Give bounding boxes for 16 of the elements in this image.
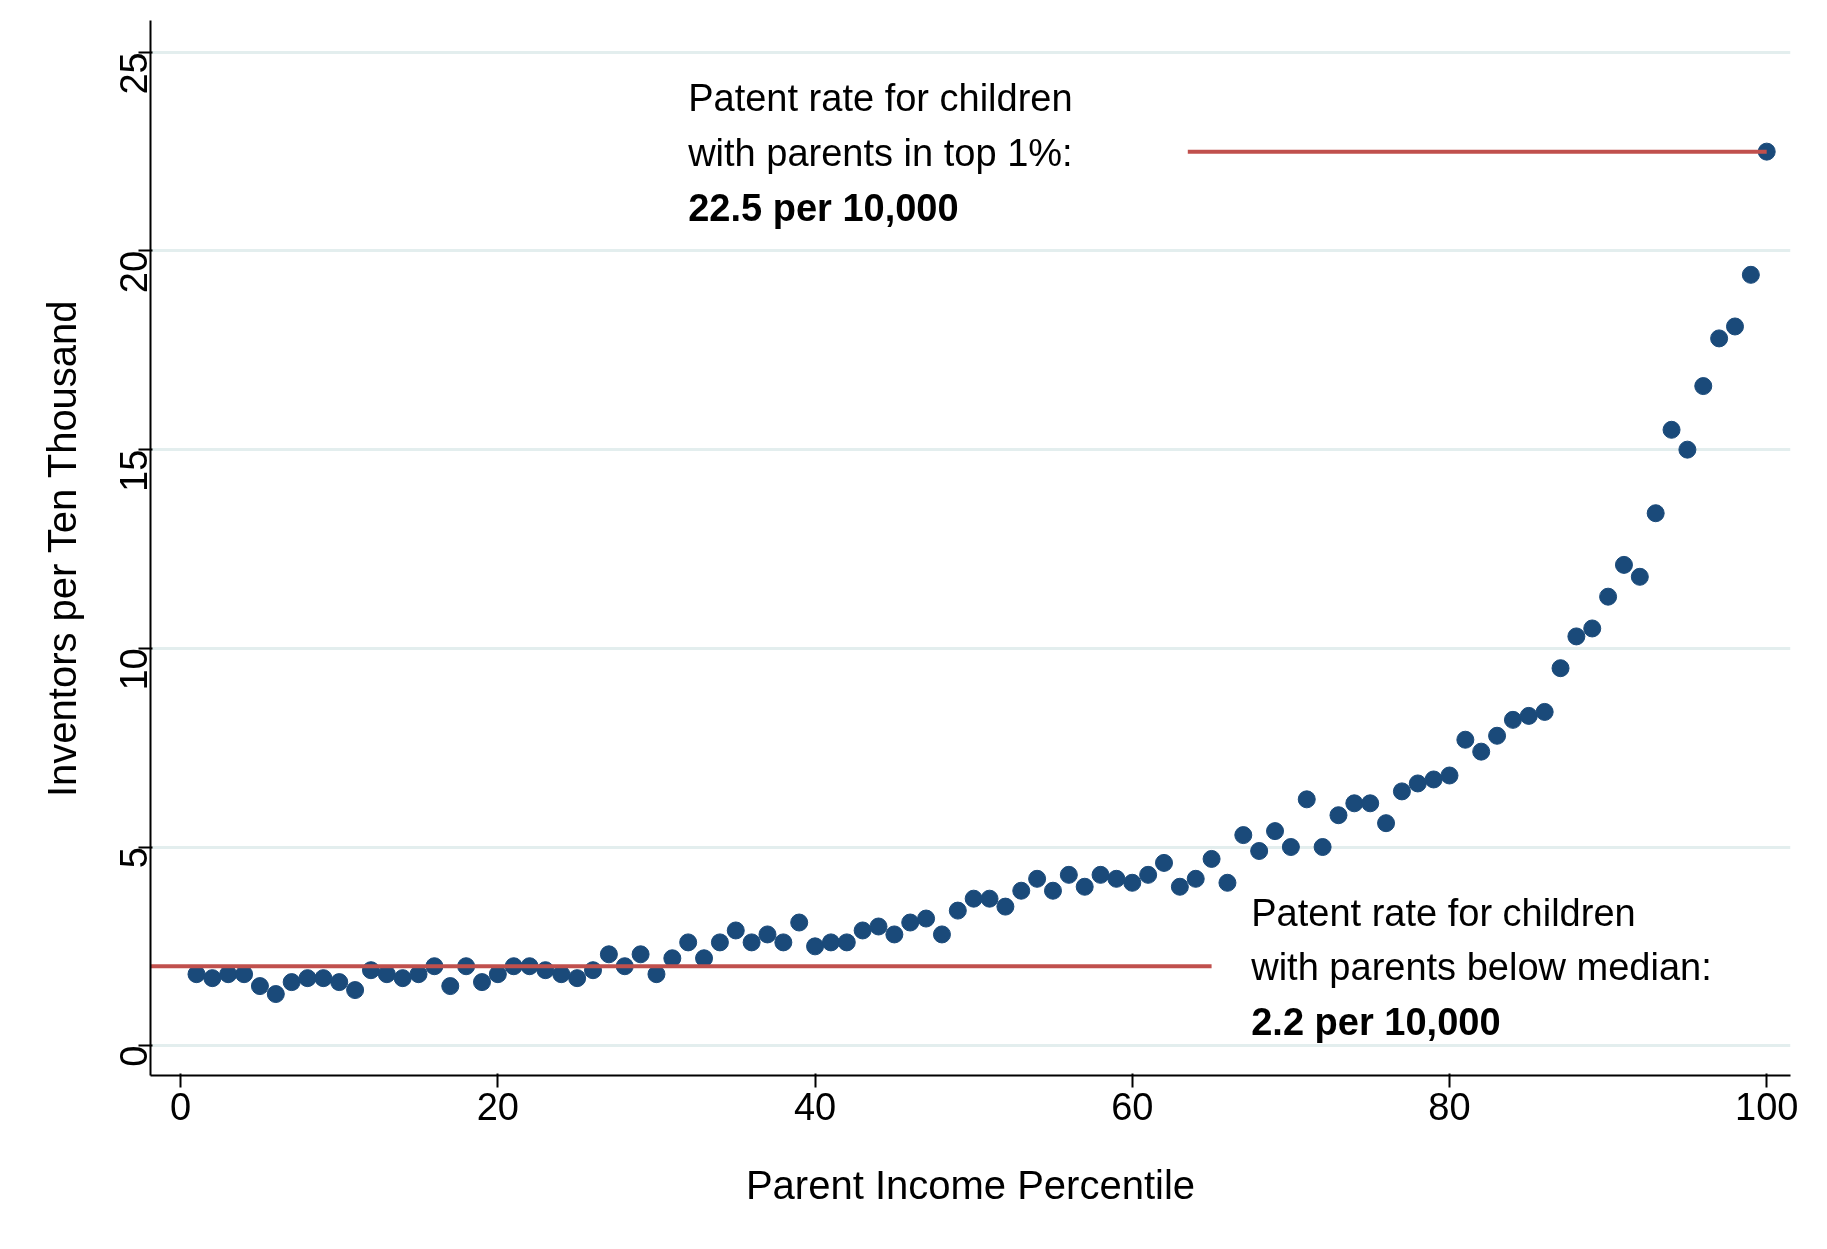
y-tick-label: 15 (113, 449, 155, 492)
y-tick-label: 25 (113, 52, 155, 95)
annotation: Patent rate for children with parents in top 1%: 22.5 per 10,000 (687, 76, 1073, 229)
x-tick-label: 0 (170, 1085, 192, 1128)
y-tick-label: 5 (113, 847, 155, 869)
x-tick-label: 100 (1735, 1085, 1799, 1128)
x-tick-label: 60 (1111, 1085, 1154, 1128)
y-axis-title: Inventors per Ten Thousand (39, 300, 84, 798)
annotation: Patent rate for children with parents below median: 2.2 per 10,000 (1250, 891, 1712, 1044)
x-tick-label: 80 (1428, 1085, 1471, 1128)
y-tick-label: 10 (113, 648, 155, 691)
x-tick-label: 20 (476, 1085, 519, 1128)
y-tick-label: 20 (113, 250, 155, 294)
x-tick-label: 40 (793, 1085, 837, 1128)
x-axis-title: Parent Income Percentile (745, 1162, 1196, 1207)
y-tick-label: 0 (113, 1045, 155, 1067)
